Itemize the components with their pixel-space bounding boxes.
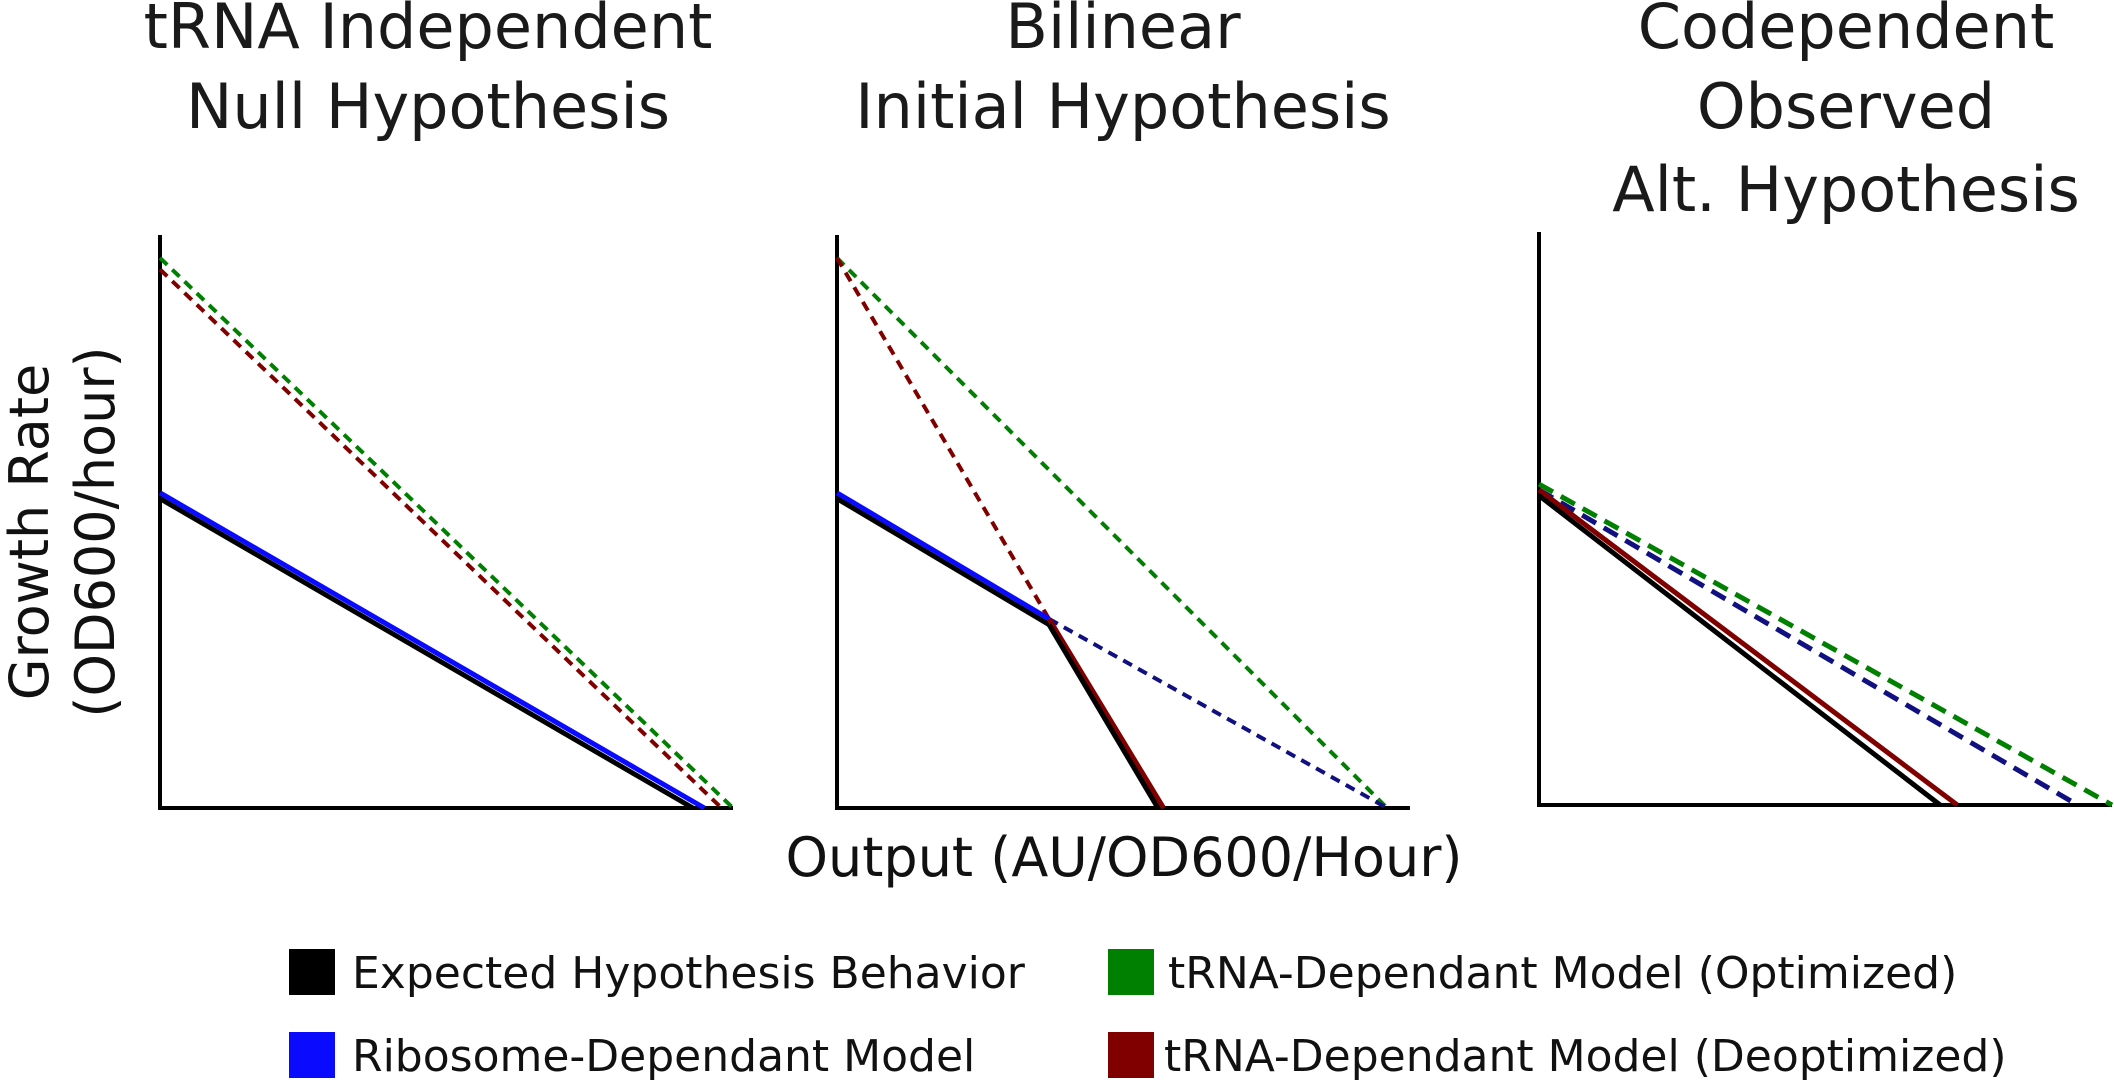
panel-2-ribosome-dashed-line bbox=[1048, 617, 1389, 810]
panel-1-expected-solid-line bbox=[158, 496, 695, 811]
legend-label-expected: Expected Hypothesis Behavior bbox=[352, 948, 1026, 999]
panel-3-title-line-2: Observed bbox=[1697, 70, 1995, 143]
y-axis-label-line-1: Growth Rate bbox=[0, 364, 61, 700]
panel-1-title-line-2: Null Hypothesis bbox=[186, 70, 670, 143]
panel-2-title-line-1: Bilinear bbox=[1005, 0, 1241, 63]
y-axis-label-line-2: (OD600/hour) bbox=[64, 346, 127, 717]
panel-3-plot bbox=[1537, 232, 2114, 808]
panel-1-title: tRNA Independent Null Hypothesis bbox=[144, 0, 713, 143]
panel-3-title: Codependent Observed Alt. Hypothesis bbox=[1612, 0, 2080, 226]
panel-1-plot bbox=[158, 235, 735, 811]
panel-2-trna-optimized-dashed-line bbox=[835, 256, 1389, 810]
x-axis-label: Output (AU/OD600/Hour) bbox=[786, 826, 1463, 889]
panel-3-expected-solid-line bbox=[1537, 493, 1942, 807]
legend-swatch-expected bbox=[289, 949, 335, 995]
legend-swatch-ribosome bbox=[289, 1032, 335, 1078]
panel-3-trna-deoptimized-solid-line bbox=[1537, 487, 1959, 807]
panel-2-trna-deoptimized-solid-line bbox=[1046, 617, 1166, 810]
legend-label-ribosome: Ribosome-Dependant Model bbox=[352, 1031, 975, 1082]
legend-label-trna-optimized: tRNA-Dependant Model (Optimized) bbox=[1168, 948, 1957, 999]
panel-2-ribosome-solid-line bbox=[835, 490, 1051, 622]
panel-2-trna-deoptimized-dashed-line bbox=[835, 256, 1051, 620]
panel-3-title-line-3: Alt. Hypothesis bbox=[1612, 153, 2080, 226]
legend-label-trna-deoptimized: tRNA-Dependant Model (Deoptimized) bbox=[1164, 1031, 2007, 1082]
panel-3-ribosome-dashed-line bbox=[1537, 487, 2079, 808]
legend: Expected Hypothesis Behavior Ribosome-De… bbox=[289, 948, 2007, 1082]
legend-swatch-trna-optimized bbox=[1108, 949, 1154, 995]
y-axis-label: Growth Rate (OD600/hour) bbox=[0, 346, 127, 717]
panel-2-expected-solid-line bbox=[835, 496, 1051, 627]
legend-swatch-trna-deoptimized bbox=[1108, 1032, 1154, 1078]
panel-2-title-line-2: Initial Hypothesis bbox=[855, 70, 1390, 143]
panel-3-trna-optimized-dashed-line bbox=[1537, 481, 2114, 808]
panel-1-title-line-1: tRNA Independent bbox=[144, 0, 713, 63]
panel-1-ribosome-solid-line bbox=[158, 490, 706, 811]
panel-1-trna-deoptimized-dashed-line bbox=[158, 267, 723, 810]
panel-1-trna-optimized-dashed-line bbox=[158, 256, 735, 810]
panel-3-title-line-1: Codependent bbox=[1638, 0, 2055, 63]
panel-2-title: Bilinear Initial Hypothesis bbox=[855, 0, 1390, 143]
panel-2-expected-solid-line bbox=[1046, 623, 1161, 810]
panel-2-plot bbox=[835, 235, 1410, 810]
